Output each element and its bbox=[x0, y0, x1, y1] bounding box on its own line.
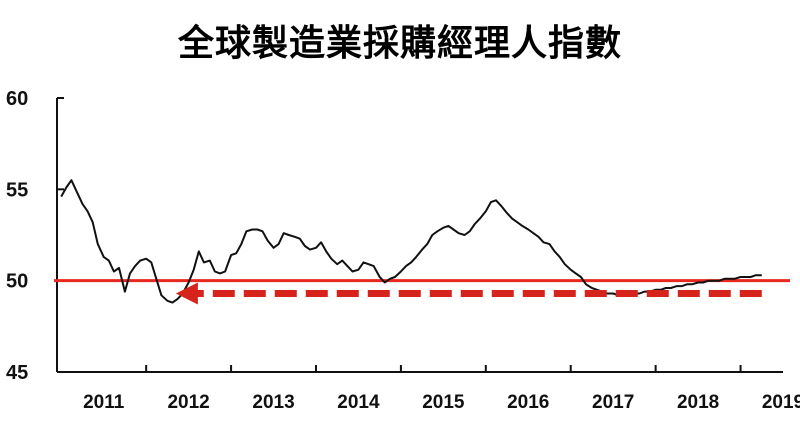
x-tick-label: 2014 bbox=[337, 392, 380, 413]
y-tick-label: 50 bbox=[6, 271, 28, 293]
x-tick-label: 2013 bbox=[252, 392, 294, 413]
x-tick-label: 2019 bbox=[762, 392, 800, 413]
pmi-series-line bbox=[60, 179, 762, 304]
x-tick-label: 2018 bbox=[677, 392, 719, 413]
y-tick-label: 60 bbox=[6, 88, 28, 110]
x-tick-label: 2016 bbox=[507, 392, 549, 413]
x-tick-label: 2011 bbox=[83, 392, 125, 413]
x-tick-label: 2015 bbox=[422, 392, 465, 413]
arrow-head-icon bbox=[175, 282, 198, 305]
y-tick-label: 45 bbox=[6, 362, 28, 384]
x-tick-label: 2012 bbox=[167, 392, 209, 413]
x-tick-label: 2017 bbox=[592, 392, 634, 413]
chart-title: 全球製造業採購經理人指數 bbox=[177, 23, 622, 64]
y-tick-label: 55 bbox=[6, 179, 28, 201]
